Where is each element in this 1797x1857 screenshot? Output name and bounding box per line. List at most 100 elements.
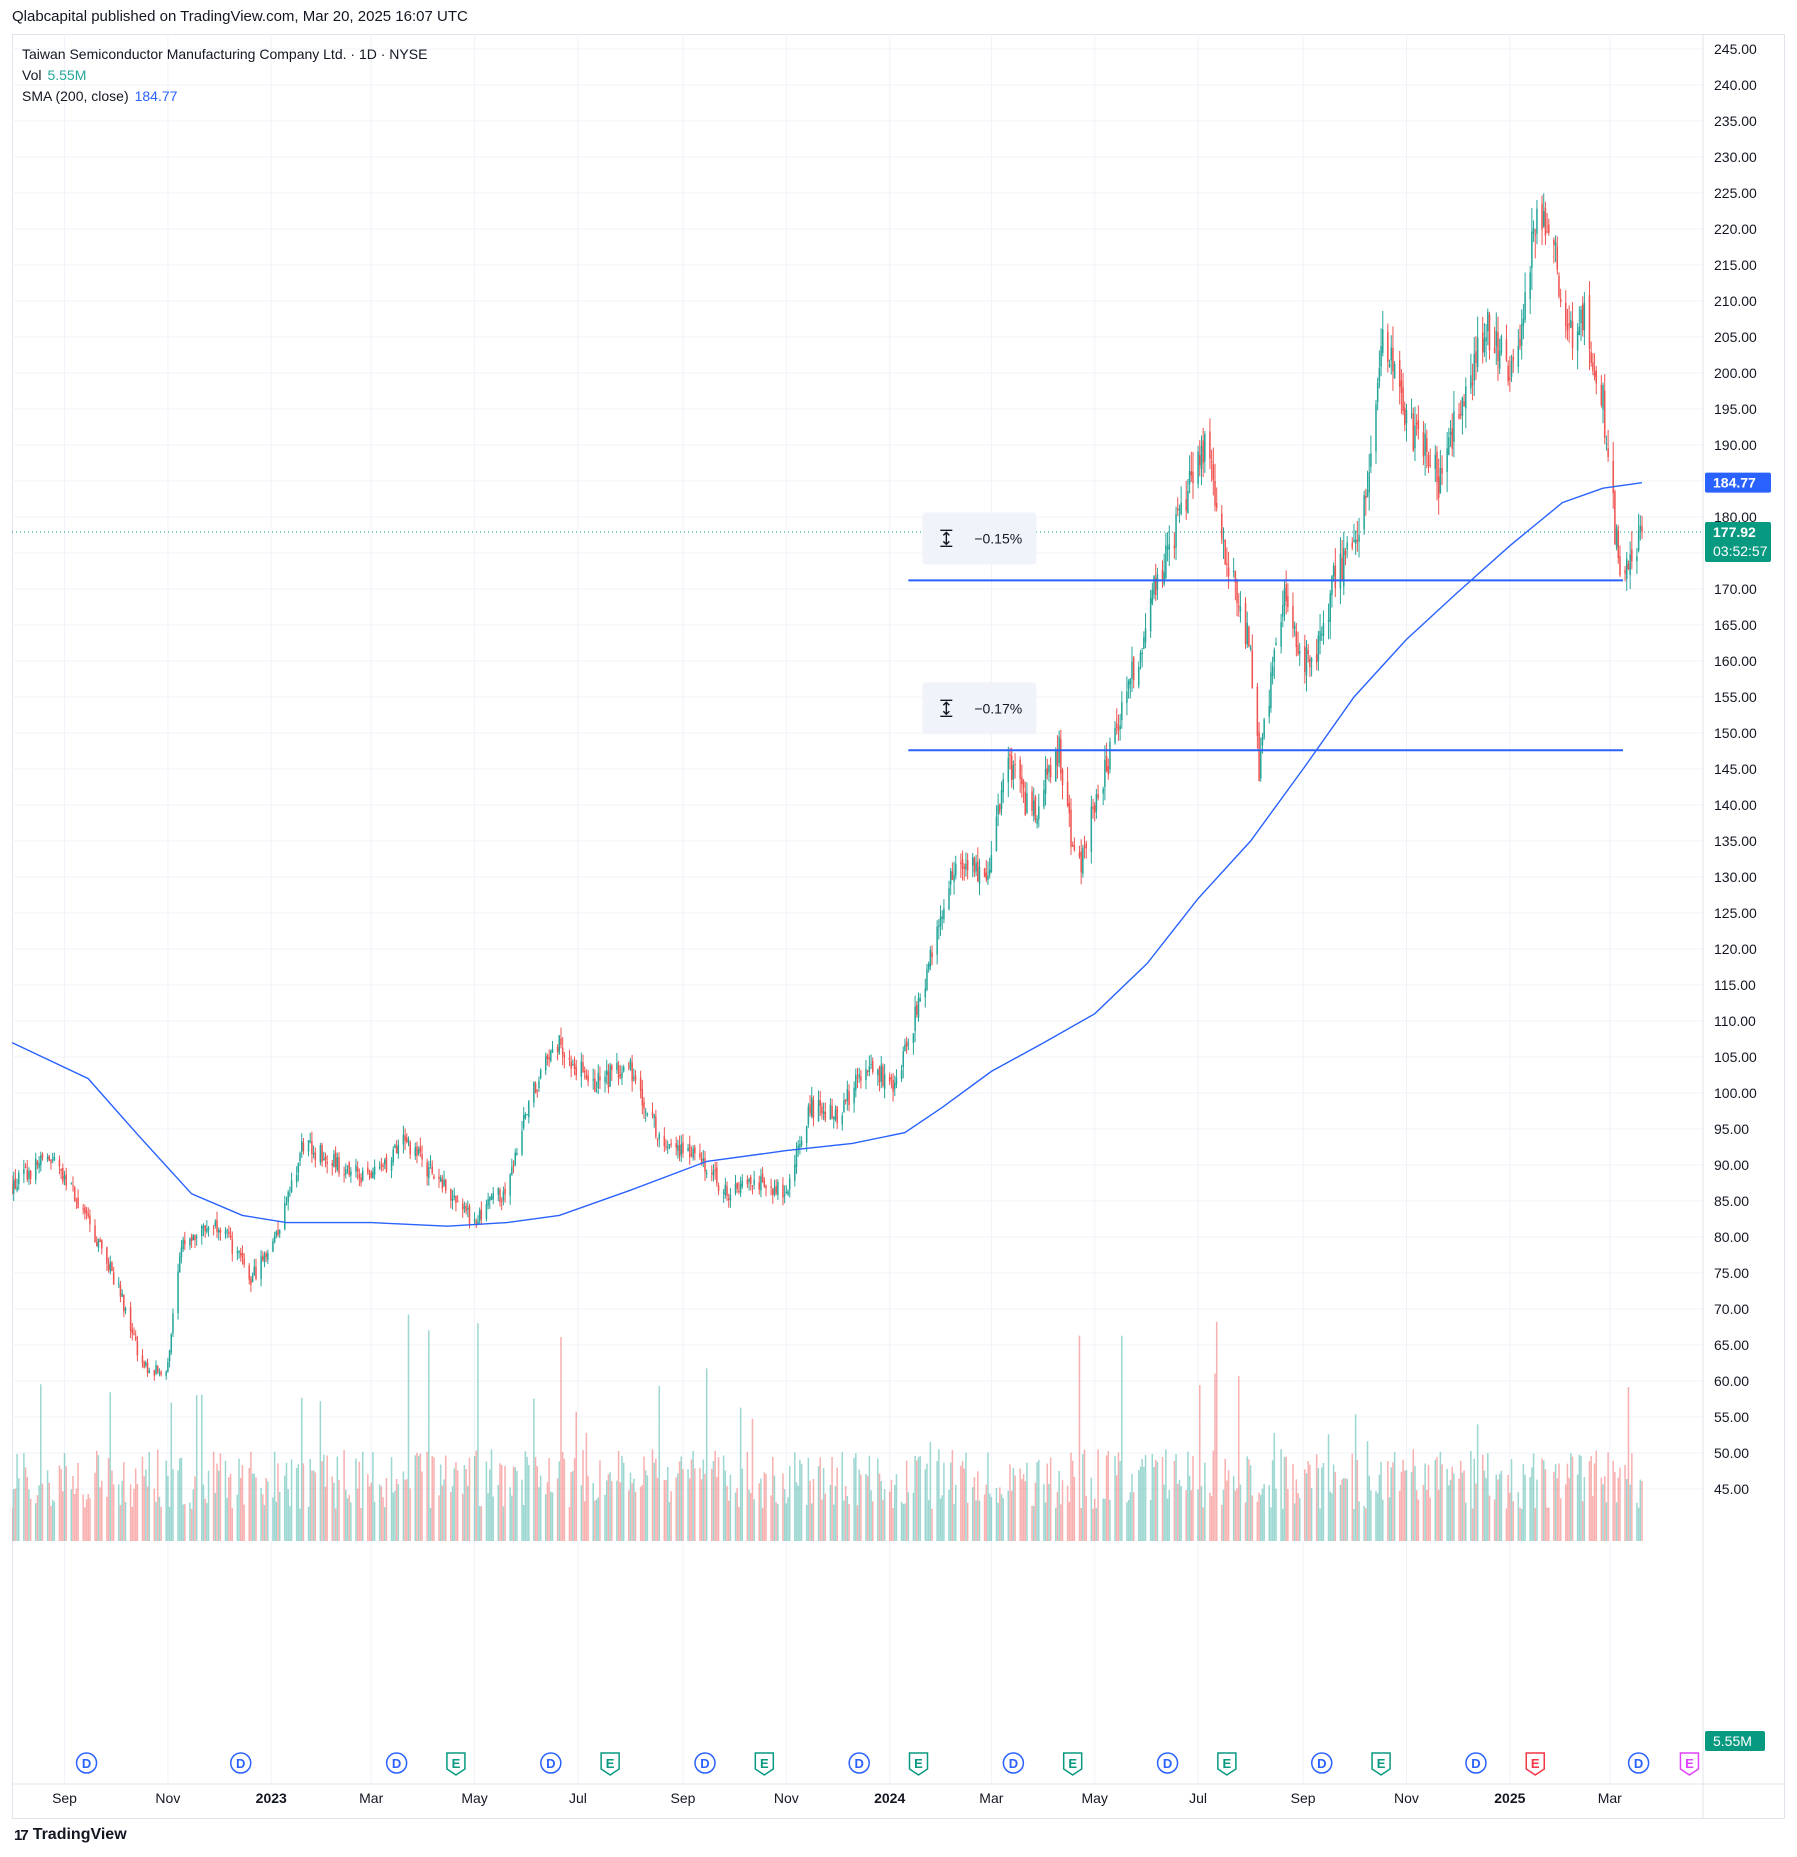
volume-bar [1321,1467,1323,1541]
volume-bar [1236,1488,1238,1541]
volume-bar [570,1472,572,1541]
volume-bar [965,1452,967,1541]
earnings-marker[interactable]: E [1371,1752,1391,1776]
volume-bar [682,1469,684,1541]
dividend-marker[interactable]: D [1627,1752,1650,1774]
dividend-marker[interactable]: D [1156,1752,1179,1774]
volume-bar [453,1468,455,1541]
candle-body [28,1170,30,1180]
earnings-marker[interactable]: E [1062,1752,1083,1776]
candle-body [1509,377,1511,381]
dividend-marker[interactable]: D [75,1752,98,1774]
volume-bar [561,1451,564,1541]
candle-body [1375,404,1377,452]
dividend-marker[interactable]: D [229,1752,252,1774]
vol-legend[interactable]: Vol 5.55M [22,65,427,86]
candle-body [966,859,969,870]
volume-bar [870,1490,872,1541]
horizontal-line-group[interactable]: −0.15% [908,512,1623,582]
candle-body [321,1144,323,1163]
candle-body [168,1351,171,1362]
candle-body [1344,551,1347,555]
candle-body [997,805,999,815]
candle-body [1607,448,1609,457]
candle-body [156,1366,159,1372]
volume-bar [367,1474,369,1541]
tradingview-footer[interactable]: 17 TradingView [14,1826,127,1844]
dividend-marker[interactable]: D [848,1752,870,1774]
volume-bar [951,1450,954,1541]
volume-bar [70,1489,73,1541]
candle-body [165,1371,167,1376]
volume-bar [1287,1488,1289,1541]
candle-body [927,964,930,970]
candle-body [1078,852,1081,857]
dividend-marker[interactable]: D [540,1752,562,1774]
candle-body [1331,576,1333,596]
price-marker-box [1705,521,1771,562]
candle-body [85,1210,88,1214]
dividend-marker[interactable]: D [1465,1752,1487,1774]
volume-bar [919,1455,921,1541]
dividend-icon [385,1752,408,1774]
candle-body [260,1256,262,1280]
volume-bar [1583,1476,1586,1541]
candle-body [1097,794,1099,799]
volume-bar [380,1486,383,1541]
candle-body [985,872,988,880]
price-chart[interactable]: 245.00240.00235.00230.00225.00220.00215.… [12,34,1785,1819]
candle-body [255,1266,257,1279]
volume-bar [1066,1485,1069,1541]
candle-body [738,1190,740,1192]
candle-body [431,1166,433,1174]
candle-body [314,1152,317,1161]
candle-body [433,1176,435,1179]
candle-body [772,1189,774,1195]
dividend-marker[interactable]: D [1002,1752,1025,1774]
earnings-marker[interactable]: E [754,1752,775,1776]
earnings-marker[interactable]: E [1525,1752,1546,1776]
volume-bar [655,1458,657,1541]
symbol-line[interactable]: Taiwan Semiconductor Manufacturing Compa… [22,46,428,62]
volume-bar [1524,1474,1526,1541]
candle-body [1022,780,1025,788]
volume-bar [1473,1458,1476,1541]
candle-body [1014,764,1016,766]
dividend-marker[interactable]: D [385,1752,408,1774]
candle-body [1044,768,1047,794]
candle-body [1226,563,1228,566]
volume-bar [977,1471,979,1541]
candle-body [1258,732,1260,781]
volume-bar [48,1482,51,1541]
candle-body [805,1126,808,1143]
volume-bar [1393,1452,1396,1541]
candle-body [146,1362,149,1373]
volume-bar [1022,1473,1025,1541]
candle-body [511,1166,513,1176]
candle-body [295,1175,298,1183]
volume-bar [253,1473,256,1541]
candle-body [1244,603,1247,644]
candle-body [1092,806,1094,810]
sma-legend[interactable]: SMA (200, close) 184.77 [22,86,427,107]
candle-body [751,1185,754,1187]
earnings-marker[interactable]: E [446,1752,466,1776]
earnings-marker[interactable]: E [1679,1752,1700,1776]
earnings-marker[interactable]: E [908,1752,929,1776]
candle-body [1256,686,1259,736]
event-marker-letter: D [1317,1756,1326,1771]
volume-bar [831,1457,833,1541]
volume-bar [973,1477,976,1541]
earnings-marker[interactable]: E [1217,1752,1237,1776]
candle-body [1520,324,1523,346]
candle-body [788,1178,791,1190]
candle-body [866,1070,869,1072]
volume-bar [1143,1466,1145,1541]
dividend-marker[interactable]: D [1311,1752,1333,1774]
candle-body [1580,309,1582,324]
candle-body [1175,514,1177,548]
dividend-marker[interactable]: D [694,1752,716,1774]
volume-bar [1080,1508,1082,1541]
earnings-marker[interactable]: E [600,1752,620,1776]
horizontal-line-group[interactable]: −0.17% [908,682,1623,752]
